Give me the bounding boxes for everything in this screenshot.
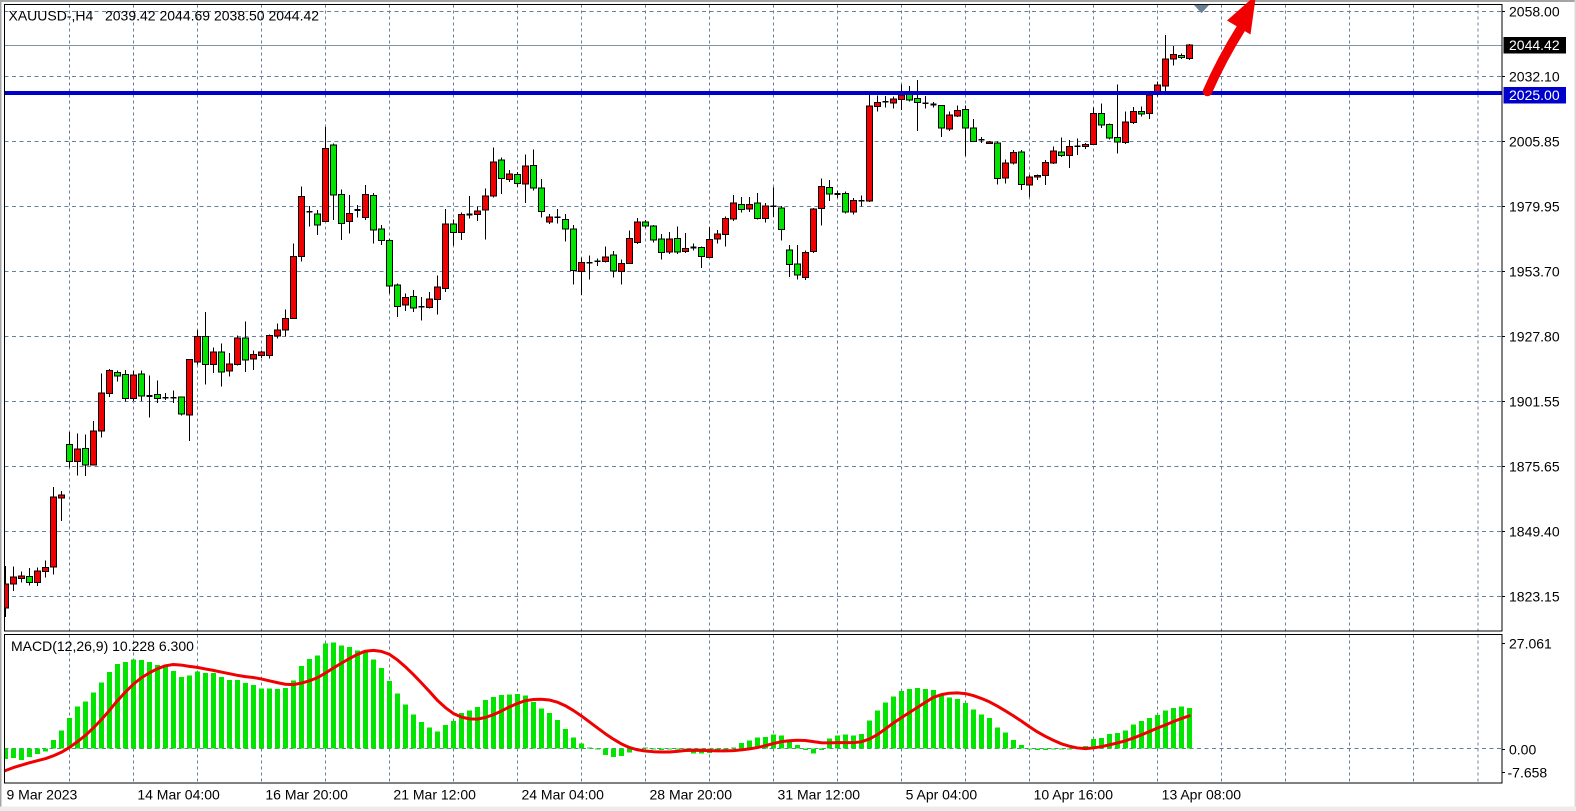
svg-text:10 Apr 16:00: 10 Apr 16:00 [1034,787,1114,803]
svg-text:13 Apr 08:00: 13 Apr 08:00 [1162,787,1242,803]
svg-text:2005.85: 2005.85 [1509,134,1560,150]
svg-text:2044.42: 2044.42 [1509,37,1560,53]
svg-text:5 Apr 04:00: 5 Apr 04:00 [906,787,978,803]
svg-text:1927.80: 1927.80 [1509,329,1560,345]
svg-text:0.00: 0.00 [1509,741,1536,757]
svg-text:27.061: 27.061 [1509,636,1552,652]
svg-text:1849.40: 1849.40 [1509,524,1560,540]
svg-text:9 Mar 2023: 9 Mar 2023 [7,787,78,803]
svg-text:MACD(12,26,9) 10.228 6.300: MACD(12,26,9) 10.228 6.300 [11,638,194,654]
svg-text:XAUUSD-,H4 2039.42 2044.69 2: XAUUSD-,H4 2039.42 2044.69 2038.50 2044.… [9,8,320,24]
svg-text:2025.00: 2025.00 [1509,87,1560,103]
svg-text:1823.15: 1823.15 [1509,589,1560,605]
svg-text:1875.65: 1875.65 [1509,459,1560,475]
svg-text:2032.10: 2032.10 [1509,69,1560,85]
svg-text:-7.658: -7.658 [1508,765,1548,781]
svg-text:1953.70: 1953.70 [1509,264,1560,280]
svg-text:16 Mar 20:00: 16 Mar 20:00 [265,787,348,803]
svg-text:14 Mar 04:00: 14 Mar 04:00 [137,787,220,803]
svg-text:1979.95: 1979.95 [1509,199,1560,215]
svg-text:1901.55: 1901.55 [1509,394,1560,410]
svg-text:28 Mar 20:00: 28 Mar 20:00 [650,787,733,803]
svg-text:31 Mar 12:00: 31 Mar 12:00 [778,787,861,803]
svg-text:2058.00: 2058.00 [1509,4,1560,20]
svg-text:21 Mar 12:00: 21 Mar 12:00 [393,787,476,803]
svg-text:24 Mar 04:00: 24 Mar 04:00 [521,787,604,803]
